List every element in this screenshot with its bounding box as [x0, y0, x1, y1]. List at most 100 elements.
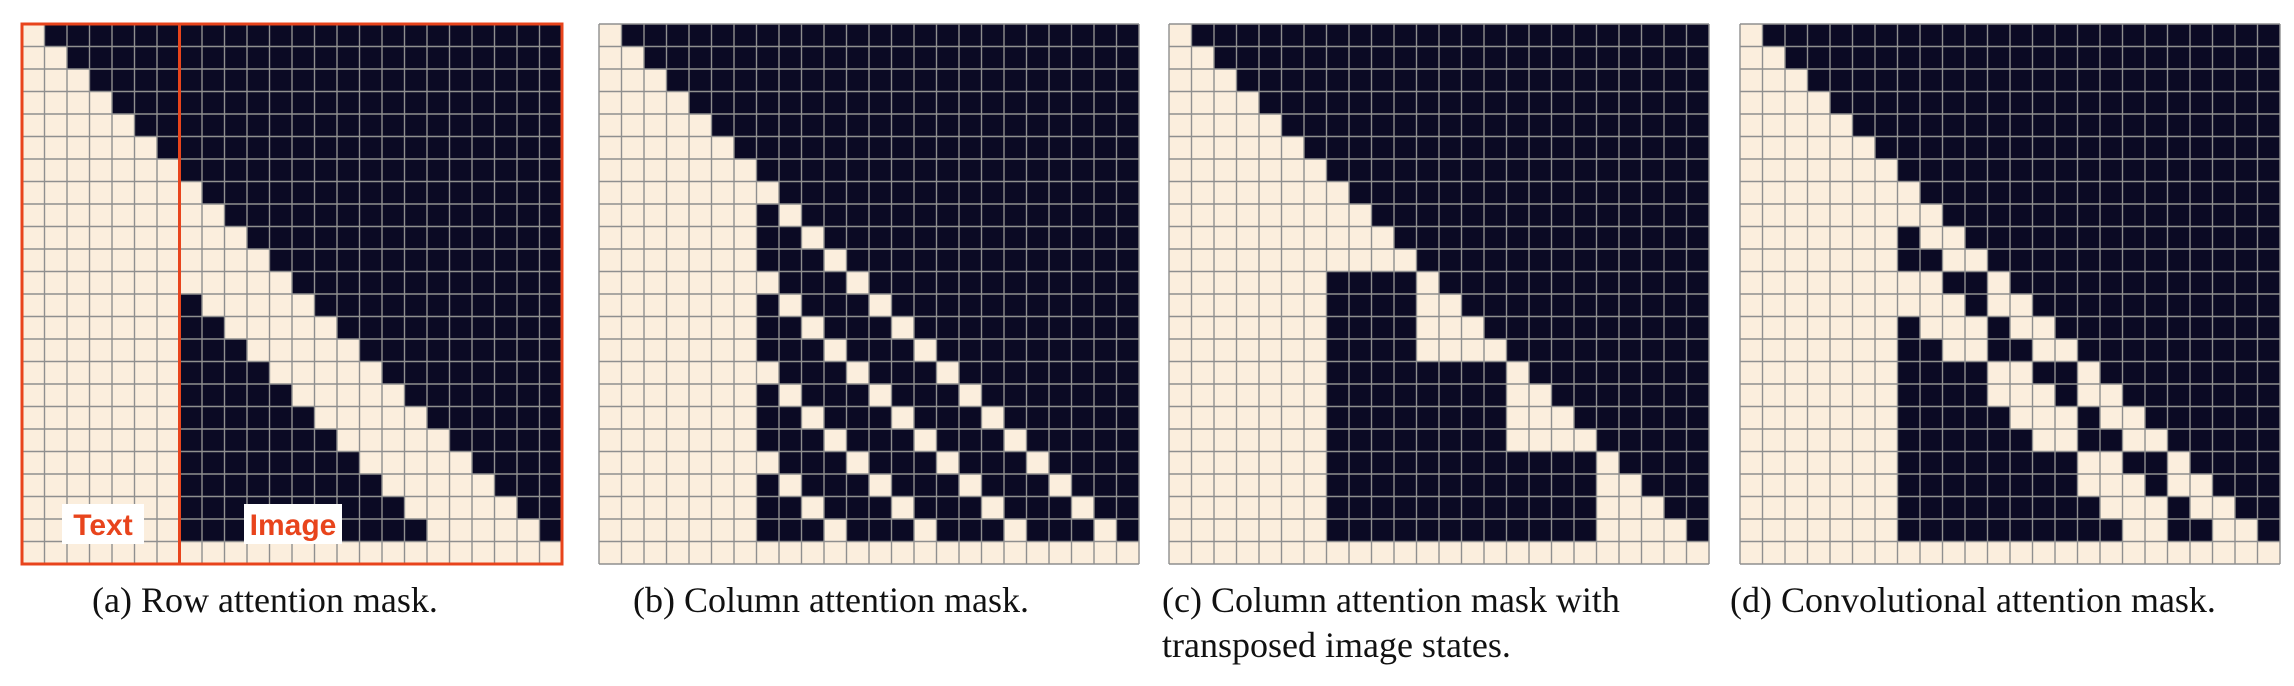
visible-cell: [846, 451, 869, 474]
visible-cell: [689, 406, 712, 429]
visible-cell: [404, 474, 427, 497]
visible-cell: [1551, 406, 1574, 429]
visible-cell: [734, 541, 757, 564]
visible-cell: [292, 384, 315, 407]
visible-cell: [314, 361, 337, 384]
visible-cell: [427, 519, 450, 542]
visible-cell: [44, 339, 67, 362]
visible-cell: [1852, 384, 1875, 407]
visible-cell: [67, 91, 90, 114]
visible-cell: [1281, 226, 1304, 249]
visible-cell: [1236, 181, 1259, 204]
visible-cell: [314, 384, 337, 407]
visible-cell: [1852, 204, 1875, 227]
visible-cell: [1416, 316, 1439, 339]
visible-cell: [1236, 451, 1259, 474]
visible-cell: [269, 361, 292, 384]
visible-cell: [1191, 69, 1214, 92]
visible-cell: [1785, 541, 1808, 564]
visible-cell: [1852, 361, 1875, 384]
visible-cell: [157, 181, 180, 204]
caption-column-attention: (b) Column attention mask.: [633, 578, 1157, 623]
visible-cell: [644, 496, 667, 519]
visible-cell: [1807, 474, 1830, 497]
visible-cell: [112, 294, 135, 317]
visible-cell: [599, 271, 622, 294]
visible-cell: [599, 384, 622, 407]
visible-cell: [644, 114, 667, 137]
visible-cell: [112, 451, 135, 474]
visible-cell: [801, 496, 824, 519]
visible-cell: [1169, 91, 1192, 114]
visible-cell: [1785, 429, 1808, 452]
visible-cell: [666, 91, 689, 114]
visible-cell: [1304, 496, 1327, 519]
visible-cell: [1785, 114, 1808, 137]
visible-cell: [1852, 451, 1875, 474]
visible-cell: [1259, 294, 1282, 317]
visible-cell: [1236, 339, 1259, 362]
visible-cell: [1807, 294, 1830, 317]
visible-cell: [1071, 496, 1094, 519]
visible-cell: [1807, 114, 1830, 137]
visible-cell: [2077, 541, 2100, 564]
visible-cell: [599, 226, 622, 249]
visible-cell: [1304, 294, 1327, 317]
visible-cell: [1641, 541, 1664, 564]
visible-cell: [382, 474, 405, 497]
visible-cell: [1785, 181, 1808, 204]
visible-cell: [689, 541, 712, 564]
visible-cell: [67, 384, 90, 407]
visible-cell: [1236, 519, 1259, 542]
visible-cell: [112, 181, 135, 204]
visible-cell: [1236, 384, 1259, 407]
visible-cell: [359, 406, 382, 429]
visible-cell: [1762, 181, 1785, 204]
visible-cell: [157, 384, 180, 407]
visible-cell: [1169, 249, 1192, 272]
visible-cell: [89, 406, 112, 429]
visible-cell: [1807, 384, 1830, 407]
panel-row-attention: Text Image (a) Row attention mask.: [20, 0, 580, 686]
visible-cell: [1191, 519, 1214, 542]
visible-cell: [689, 159, 712, 182]
visible-cell: [112, 384, 135, 407]
visible-cell: [779, 294, 802, 317]
visible-cell: [1529, 429, 1552, 452]
visible-cell: [1830, 159, 1853, 182]
visible-cell: [359, 429, 382, 452]
visible-cell: [179, 541, 202, 564]
visible-cell: [1191, 429, 1214, 452]
visible-cell: [112, 541, 135, 564]
visible-cell: [1965, 339, 1988, 362]
visible-cell: [1259, 451, 1282, 474]
visible-cell: [644, 204, 667, 227]
visible-cell: [1191, 271, 1214, 294]
visible-cell: [734, 384, 757, 407]
visible-cell: [1214, 474, 1237, 497]
visible-cell: [1785, 384, 1808, 407]
visible-cell: [1596, 474, 1619, 497]
visible-cell: [2190, 474, 2213, 497]
visible-cell: [1852, 406, 1875, 429]
visible-cell: [1304, 226, 1327, 249]
visible-cell: [382, 451, 405, 474]
visible-cell: [599, 159, 622, 182]
visible-cell: [1439, 541, 1462, 564]
visible-cell: [89, 384, 112, 407]
visible-cell: [1004, 541, 1027, 564]
visible-cell: [666, 384, 689, 407]
visible-cell: [711, 451, 734, 474]
visible-cell: [1191, 294, 1214, 317]
visible-cell: [1191, 541, 1214, 564]
visible-cell: [449, 541, 472, 564]
visible-cell: [801, 226, 824, 249]
visible-cell: [1987, 361, 2010, 384]
visible-cell: [711, 339, 734, 362]
visible-cell: [621, 361, 644, 384]
visible-cell: [981, 406, 1004, 429]
visible-cell: [621, 451, 644, 474]
visible-cell: [1236, 136, 1259, 159]
visible-cell: [2010, 316, 2033, 339]
visible-cell: [621, 384, 644, 407]
